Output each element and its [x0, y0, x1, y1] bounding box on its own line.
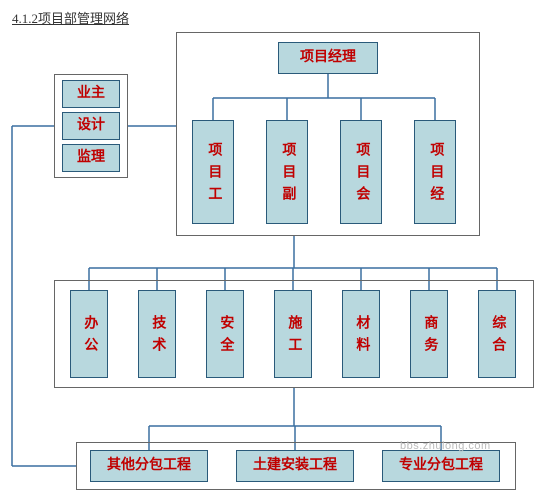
- node-label: 技术: [149, 315, 166, 359]
- node-project-manager: 项目经理: [278, 42, 378, 74]
- node-label: 综合: [489, 315, 506, 359]
- diagram-title: 4.1.2项目部管理网络: [12, 8, 129, 27]
- node-label: 项目经: [427, 142, 444, 208]
- node-sub-4: 项目经: [414, 120, 456, 224]
- node-label: 商务: [421, 315, 438, 359]
- node-label: 其他分包工程: [107, 458, 191, 475]
- node-label: 办公: [81, 315, 98, 359]
- node-dept-safety: 安全: [206, 290, 244, 378]
- node-dept-materials: 材料: [342, 290, 380, 378]
- node-label: 设计: [77, 118, 105, 135]
- node-label: 项目工: [205, 142, 222, 208]
- node-supervision: 监理: [62, 144, 120, 172]
- node-dept-office: 办公: [70, 290, 108, 378]
- node-label: 项目会: [353, 142, 370, 208]
- node-sub-1: 项目工: [192, 120, 234, 224]
- node-label: 业主: [77, 86, 105, 103]
- node-design: 设计: [62, 112, 120, 140]
- node-label: 项目经理: [300, 50, 356, 67]
- node-label: 材料: [353, 315, 370, 359]
- node-sub-2: 项目副: [266, 120, 308, 224]
- node-label: 项目副: [279, 142, 296, 208]
- node-dept-construction: 施工: [274, 290, 312, 378]
- node-dept-tech: 技术: [138, 290, 176, 378]
- diagram-page: 4.1.2项目部管理网络: [0, 0, 560, 503]
- node-owner: 业主: [62, 80, 120, 108]
- watermark-text: bbs.zhulong.com: [400, 440, 491, 452]
- node-label: 土建安装工程: [253, 458, 337, 475]
- node-label: 施工: [285, 315, 302, 359]
- node-label: 安全: [217, 315, 234, 359]
- node-label: 监理: [77, 150, 105, 167]
- node-dept-commerce: 商务: [410, 290, 448, 378]
- node-project-specialty: 专业分包工程: [382, 450, 500, 482]
- node-sub-3: 项目会: [340, 120, 382, 224]
- node-label: 专业分包工程: [399, 458, 483, 475]
- node-project-other: 其他分包工程: [90, 450, 208, 482]
- node-project-civil: 土建安装工程: [236, 450, 354, 482]
- node-dept-general: 综合: [478, 290, 516, 378]
